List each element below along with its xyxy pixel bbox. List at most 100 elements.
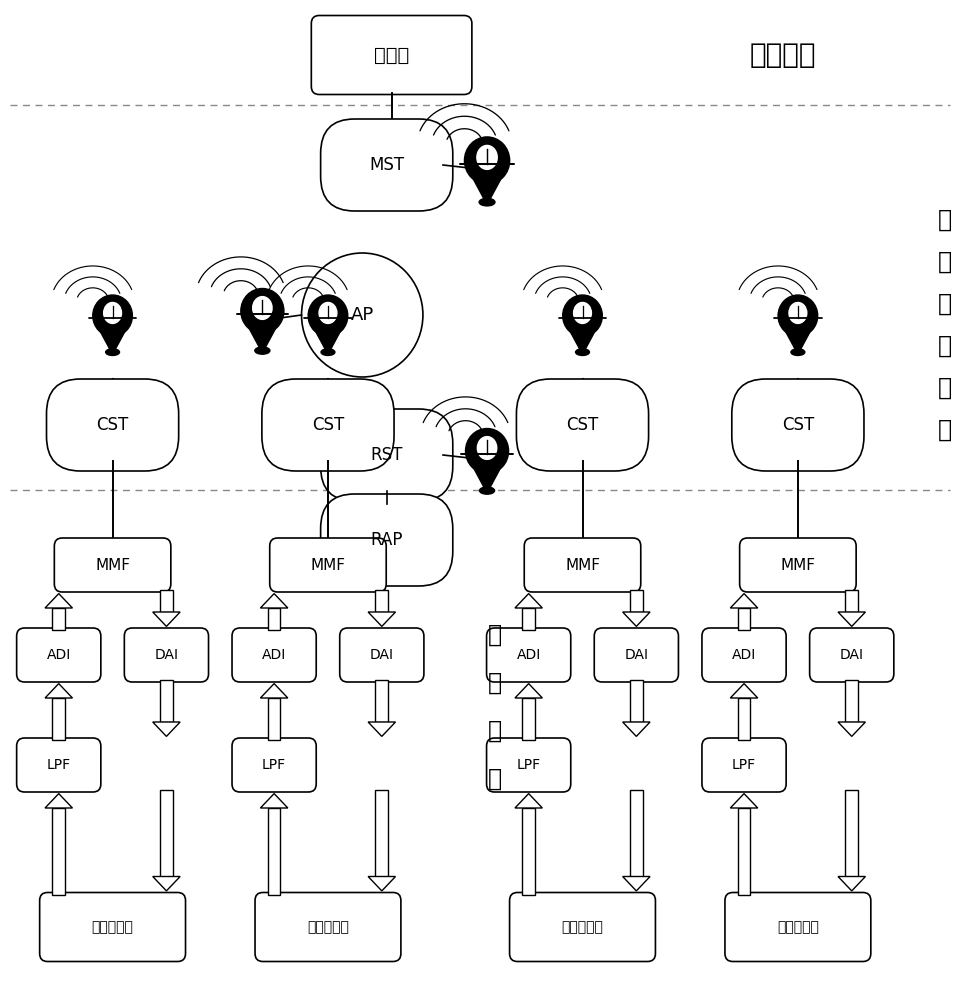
FancyBboxPatch shape [486, 628, 570, 682]
FancyArrow shape [514, 684, 542, 698]
Text: 气相色谱仪: 气相色谱仪 [307, 920, 348, 934]
FancyArrow shape [268, 608, 280, 630]
Ellipse shape [308, 295, 347, 336]
Ellipse shape [252, 297, 272, 319]
FancyArrow shape [522, 608, 534, 630]
FancyArrow shape [160, 590, 172, 612]
Ellipse shape [477, 437, 496, 459]
FancyBboxPatch shape [39, 892, 185, 962]
Ellipse shape [321, 349, 334, 355]
Text: 管理单元: 管理单元 [749, 41, 816, 69]
FancyArrow shape [268, 808, 280, 894]
Text: DAI: DAI [370, 648, 393, 662]
Text: 输: 输 [937, 334, 951, 358]
FancyArrow shape [45, 684, 72, 698]
FancyArrow shape [260, 594, 288, 608]
FancyArrow shape [153, 722, 180, 736]
Polygon shape [316, 332, 339, 354]
Text: MMF: MMF [95, 558, 130, 572]
FancyBboxPatch shape [339, 628, 423, 682]
FancyArrow shape [522, 698, 534, 740]
Ellipse shape [575, 349, 589, 355]
Text: 气相色谱仪: 气相色谱仪 [92, 920, 133, 934]
FancyArrow shape [260, 794, 288, 808]
Text: 气相色谱仪: 气相色谱仪 [561, 920, 602, 934]
Text: CST: CST [312, 416, 343, 434]
FancyArrow shape [368, 876, 395, 891]
Text: MST: MST [369, 156, 404, 174]
FancyBboxPatch shape [739, 538, 855, 592]
FancyArrow shape [630, 680, 642, 722]
FancyBboxPatch shape [724, 892, 869, 962]
FancyBboxPatch shape [311, 16, 471, 95]
Text: 传: 传 [937, 292, 951, 316]
FancyBboxPatch shape [594, 628, 678, 682]
FancyBboxPatch shape [523, 538, 640, 592]
FancyArrow shape [368, 612, 395, 626]
FancyArrow shape [737, 808, 749, 894]
Text: 单: 单 [487, 719, 501, 743]
Ellipse shape [778, 295, 817, 336]
Polygon shape [785, 332, 809, 354]
Text: 气相色谱仪: 气相色谱仪 [777, 920, 818, 934]
Ellipse shape [104, 302, 121, 323]
FancyArrow shape [837, 876, 865, 891]
Text: CST: CST [97, 416, 128, 434]
Ellipse shape [241, 288, 284, 334]
FancyArrow shape [514, 794, 542, 808]
FancyArrow shape [837, 612, 865, 626]
Ellipse shape [478, 198, 495, 206]
Ellipse shape [573, 302, 591, 323]
Text: DAI: DAI [155, 648, 178, 662]
Ellipse shape [466, 428, 509, 474]
Text: MMF: MMF [310, 558, 345, 572]
FancyArrow shape [375, 590, 387, 612]
FancyBboxPatch shape [509, 892, 655, 962]
Text: MMF: MMF [779, 558, 815, 572]
Text: 元: 元 [937, 418, 951, 442]
FancyArrow shape [368, 722, 395, 736]
FancyArrow shape [837, 722, 865, 736]
FancyArrow shape [730, 794, 757, 808]
FancyArrow shape [53, 808, 65, 894]
FancyArrow shape [845, 590, 857, 612]
FancyArrow shape [730, 594, 757, 608]
FancyArrow shape [630, 590, 642, 612]
Text: DAI: DAI [624, 648, 647, 662]
FancyArrow shape [160, 680, 172, 722]
FancyBboxPatch shape [124, 628, 208, 682]
FancyArrow shape [153, 612, 180, 626]
FancyArrow shape [622, 612, 649, 626]
Text: 制: 制 [487, 671, 501, 695]
Text: LPF: LPF [516, 758, 540, 772]
Ellipse shape [790, 349, 804, 355]
FancyArrow shape [268, 698, 280, 740]
FancyBboxPatch shape [321, 409, 452, 501]
Ellipse shape [562, 295, 601, 336]
Polygon shape [473, 179, 500, 205]
FancyBboxPatch shape [17, 628, 101, 682]
Ellipse shape [479, 487, 494, 494]
FancyBboxPatch shape [321, 119, 452, 211]
FancyArrow shape [737, 608, 749, 630]
FancyBboxPatch shape [701, 738, 785, 792]
FancyArrow shape [53, 608, 65, 630]
FancyArrow shape [845, 680, 857, 722]
Polygon shape [249, 329, 275, 353]
FancyBboxPatch shape [17, 738, 101, 792]
FancyArrow shape [730, 684, 757, 698]
FancyBboxPatch shape [54, 538, 170, 592]
Ellipse shape [106, 349, 119, 355]
Text: RST: RST [370, 446, 403, 464]
FancyArrow shape [622, 722, 649, 736]
FancyArrow shape [737, 698, 749, 740]
Polygon shape [473, 469, 500, 493]
Circle shape [301, 253, 422, 377]
FancyArrow shape [45, 794, 72, 808]
Text: DAI: DAI [839, 648, 863, 662]
FancyBboxPatch shape [731, 379, 863, 471]
FancyBboxPatch shape [232, 628, 316, 682]
FancyArrow shape [622, 876, 649, 891]
Text: AP: AP [350, 306, 374, 324]
FancyArrow shape [160, 790, 172, 876]
